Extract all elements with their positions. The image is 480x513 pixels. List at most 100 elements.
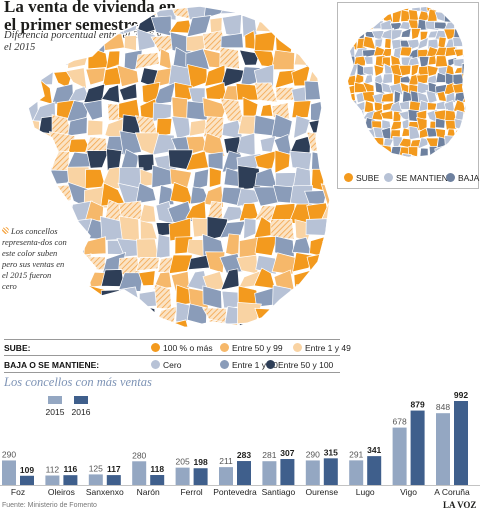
inset-concello-cell: [363, 19, 375, 32]
concello-cell: [152, 102, 172, 122]
galicia-map: [27, 5, 331, 329]
bar-2016-1: [63, 475, 78, 485]
inset-concello-cell: [470, 57, 478, 67]
inset-concello-cell: [348, 10, 357, 24]
swatch-icon: [220, 360, 229, 369]
concello-cell: [308, 64, 330, 83]
inset-concello-cell: [356, 7, 367, 13]
inset-concello-cell: [348, 7, 358, 14]
inset-legend-sube-label: SUBE: [356, 173, 380, 183]
concello-cell: [139, 305, 156, 321]
inset-concello-cell: [474, 92, 478, 102]
concello-cell: [28, 51, 41, 71]
inset-concello-cell: [355, 137, 366, 148]
inset-concello-cell: [338, 37, 346, 49]
concello-cell: [155, 118, 173, 137]
mantiene-dot-icon: [384, 173, 393, 182]
bar-value-label: 116: [64, 464, 78, 474]
concello-cell: [123, 35, 137, 52]
bar-2016-5: [237, 461, 251, 485]
concello-cell: [150, 15, 172, 37]
legend-sube-heading: SUBE:: [4, 343, 31, 353]
concello-cell: [304, 80, 330, 101]
inset-concello-cell: [398, 100, 410, 110]
inset-concello-cell: [379, 154, 393, 157]
concello-cell: [271, 325, 295, 328]
inset-concello-cell: [398, 64, 412, 77]
bar-2015-7: [305, 460, 320, 485]
bar-value-label: 992: [454, 390, 468, 400]
inset-concello-cell: [461, 30, 466, 38]
concello-cell: [88, 300, 108, 327]
concello-cell: [34, 34, 56, 49]
inset-concello-cell: [356, 30, 366, 40]
concello-cell: [134, 132, 159, 157]
bar-2016-9: [410, 410, 425, 485]
concello-cell: [221, 290, 239, 309]
concello-cell: [69, 218, 92, 240]
inset-concello-cell: [463, 144, 466, 157]
inset-legend-baja-label: BAJA: [458, 173, 480, 183]
concello-cell: [67, 253, 92, 271]
concello-cell: [220, 323, 241, 328]
legend-cero: Cero: [151, 360, 181, 370]
inset-legend-mantiene: SE MANTIENE: [384, 173, 454, 183]
inset-concello-cell: [444, 46, 457, 57]
concello-cell: [185, 150, 209, 171]
inset-concello-cell: [471, 28, 478, 40]
inset-concello-cell: [348, 109, 350, 123]
bar-2015-2: [88, 474, 103, 485]
bar-chart: 290 109 Foz 112 116 Oleiros 125 117 Sanxenxo 280 1…: [0, 390, 480, 497]
inset-concello-cell: [348, 11, 349, 24]
concello-cell: [219, 46, 240, 70]
concello-cell: [86, 13, 107, 36]
concello-cell: [303, 13, 328, 34]
concello-cell: [273, 17, 296, 33]
bar-value-label: 307: [280, 448, 294, 458]
inset-concello-cell: [348, 117, 358, 130]
swatch-icon: [151, 360, 160, 369]
legend-baja-heading: BAJA O SE MANTIENE:: [4, 360, 100, 370]
bar-chart-title: Los concellos con más ventas: [4, 375, 152, 389]
bar-value-label: 341: [367, 445, 381, 455]
concello-cell: [324, 270, 330, 292]
bar-2016-3: [150, 475, 165, 485]
inset-concello-cell: [463, 108, 466, 122]
inset-concello-cell: [353, 22, 367, 32]
concello-cell: [310, 99, 326, 123]
inset-concello-cell: [473, 75, 478, 85]
bar-2016-0: [20, 475, 34, 485]
concello-cell: [139, 220, 158, 242]
inset-concello-cell: [473, 20, 478, 32]
inset-concello-cell: [372, 145, 384, 157]
inset-concello-cell: [445, 91, 456, 104]
concello-cell: [36, 51, 58, 69]
inset-concello-cell: [392, 47, 403, 60]
concello-cell: [243, 218, 257, 240]
inset-concello-cell: [401, 152, 412, 157]
concello-cell: [66, 151, 91, 170]
concello-cell: [34, 301, 57, 325]
concello-cell: [101, 304, 127, 327]
bar-value-label: 118: [150, 464, 164, 474]
concello-cell: [49, 31, 72, 56]
inset-concello-cell: [444, 135, 457, 149]
bar-value-label: 112: [46, 465, 60, 475]
brand-logo: LA VOZ: [443, 500, 477, 510]
concello-cell: [304, 306, 330, 324]
concello-cell: [135, 182, 157, 204]
concello-cell: [289, 150, 312, 171]
inset-concello-cell: [444, 7, 456, 14]
inset-concello-cell: [363, 65, 374, 77]
inset-concello-cell: [452, 83, 466, 94]
inset-concello-cell: [473, 118, 478, 127]
concello-cell: [239, 49, 260, 66]
category-label: Sanxenxo: [86, 487, 124, 497]
inset-concello-cell: [353, 12, 367, 23]
inset-concello-cell: [462, 37, 466, 51]
concello-cell: [168, 254, 193, 275]
concello-cell: [121, 6, 141, 19]
category-label: Oleiros: [48, 487, 75, 497]
inset-concello-cell: [464, 12, 466, 22]
inset-concello-cell: [348, 126, 358, 141]
